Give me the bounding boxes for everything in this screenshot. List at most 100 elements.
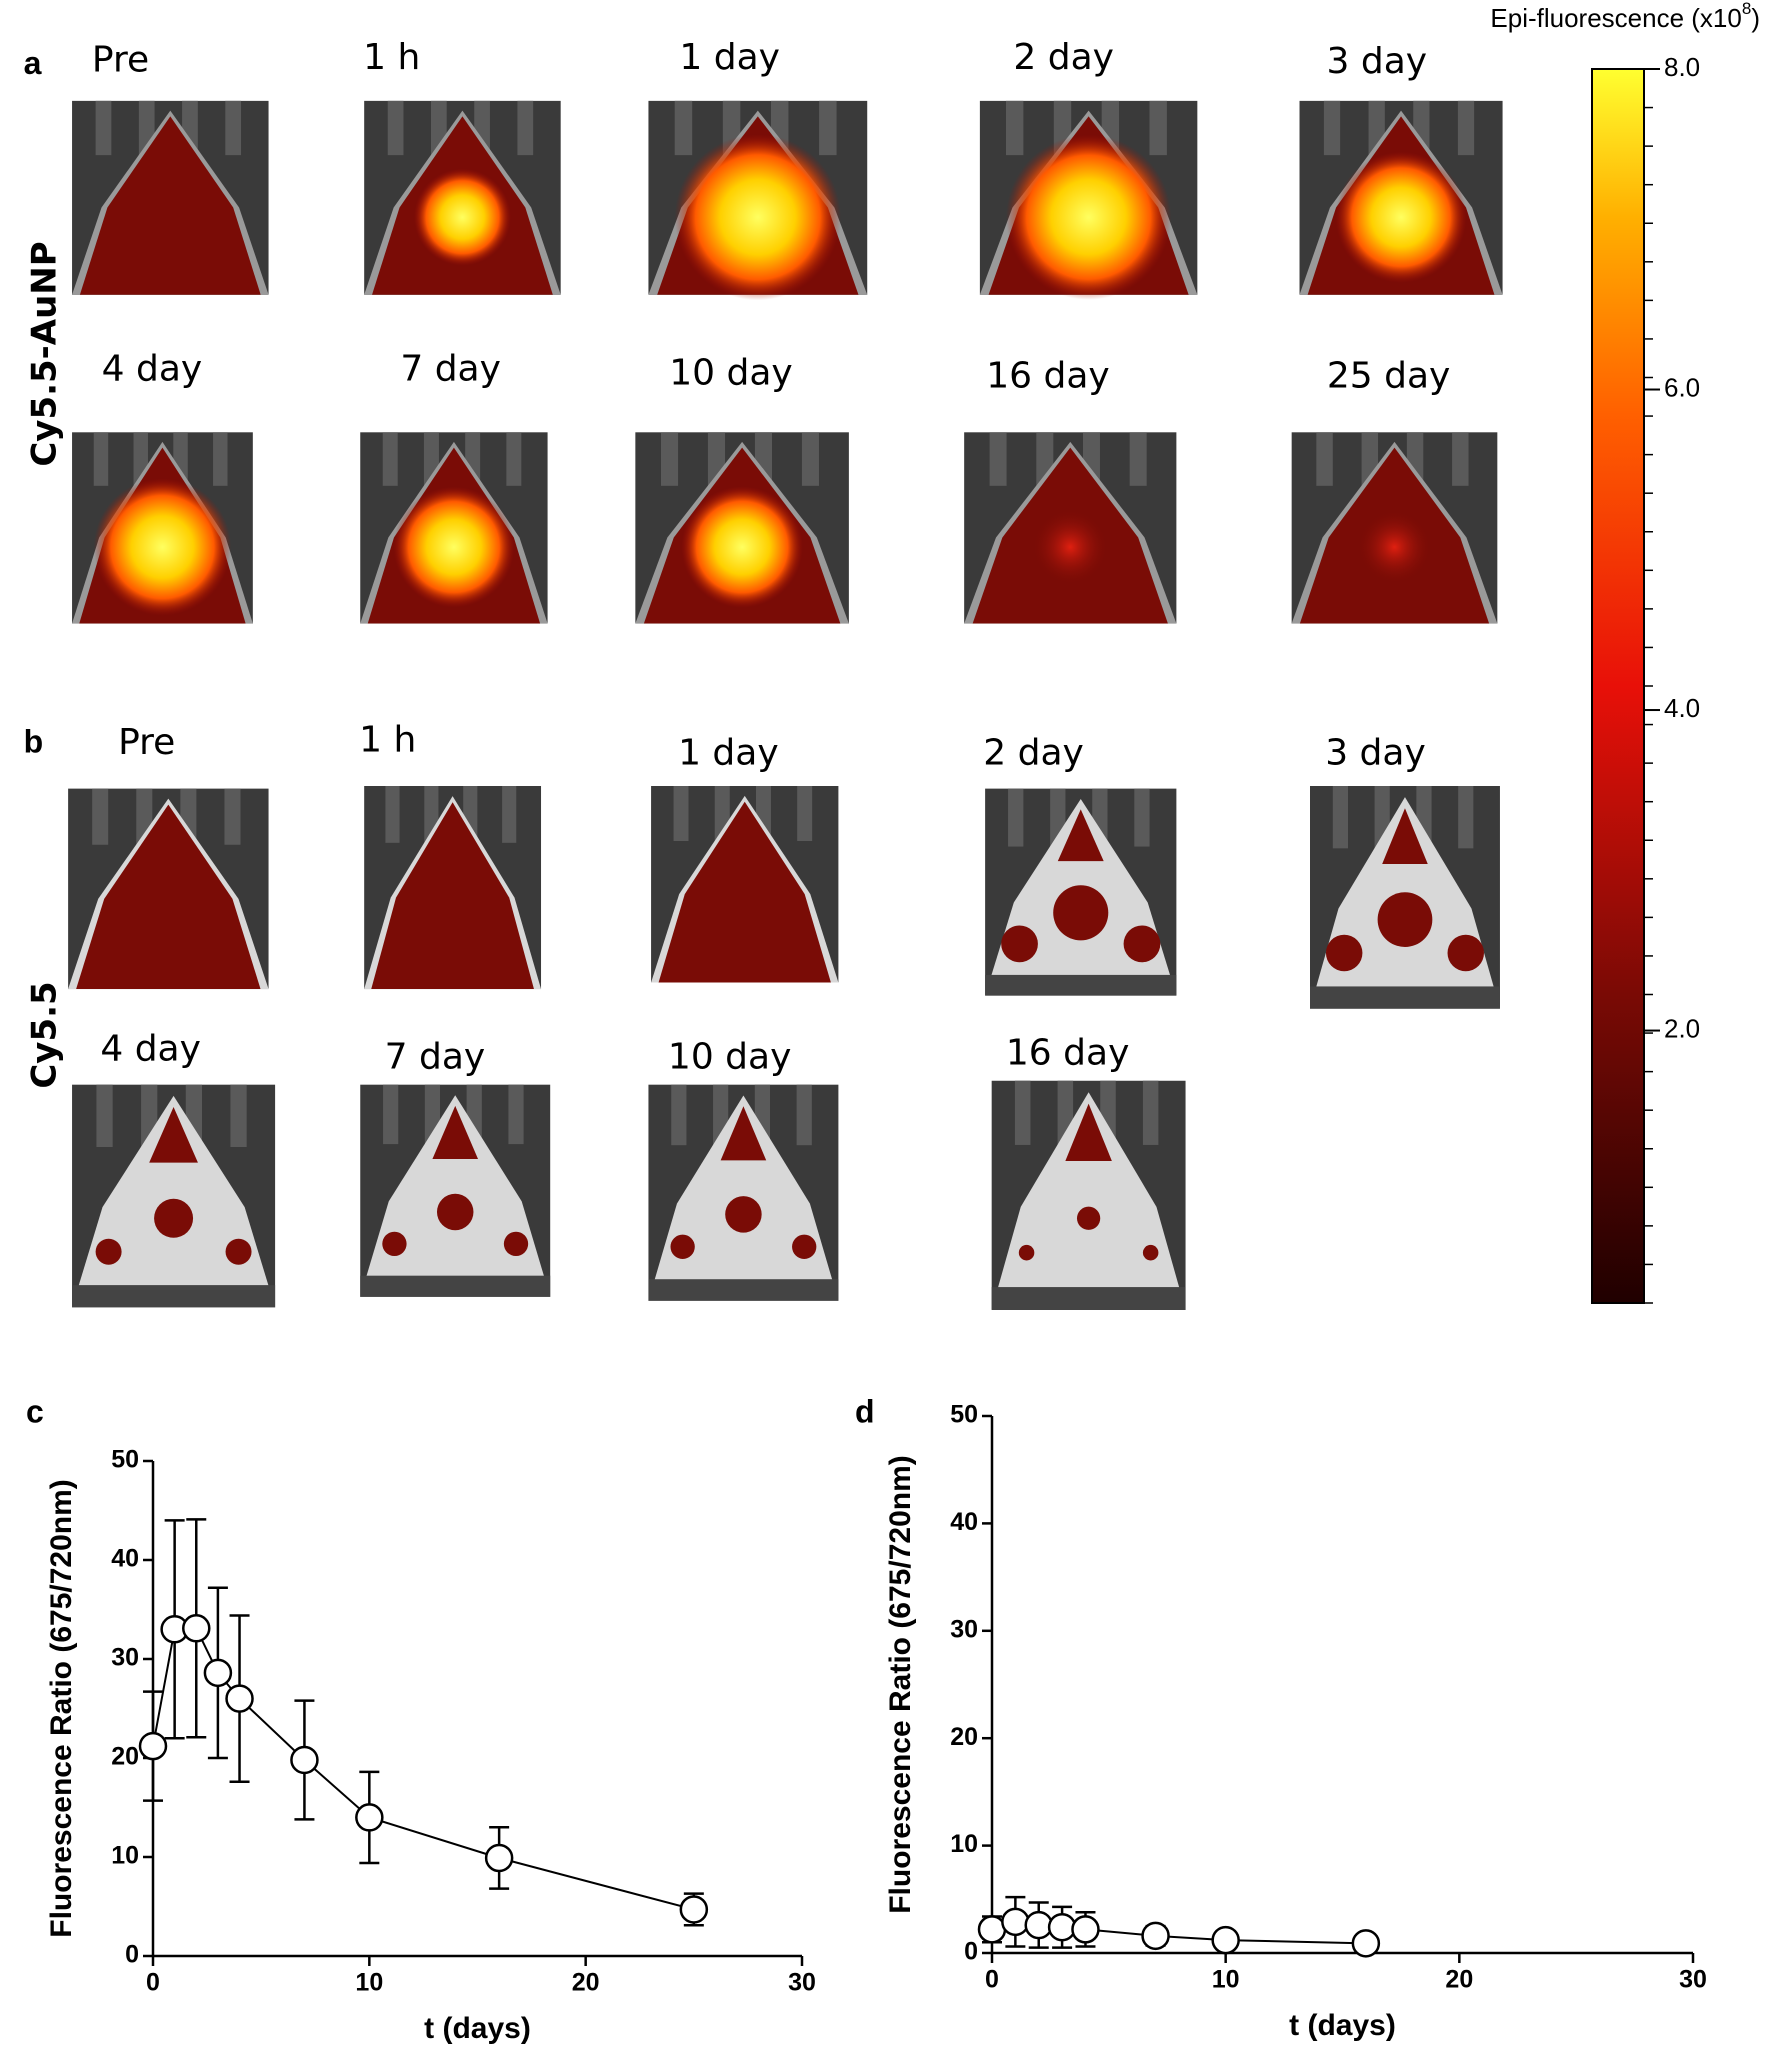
colorbar-tick-label: 2.0: [1664, 1013, 1700, 1043]
timepoint-label: 10 day: [668, 1036, 791, 1077]
fluorescence-spot: [1029, 506, 1111, 588]
timepoint-label: 10 day: [669, 353, 792, 394]
image-bar: [383, 1084, 399, 1145]
image-bar: [801, 432, 819, 486]
fluorescence: [1325, 934, 1363, 972]
image-bar: [673, 786, 689, 842]
image-bar: [96, 1084, 113, 1148]
timepoint-label: 4 day: [102, 349, 203, 390]
image-panel: [651, 786, 839, 983]
group-label: Cy5.5-AuNP: [25, 241, 65, 466]
image-bar: [387, 100, 404, 156]
platform: [360, 1275, 551, 1297]
image-bar: [95, 100, 112, 156]
image-bar: [1149, 100, 1167, 156]
fluorescence: [79, 116, 261, 295]
colorbar: [1591, 68, 1645, 1304]
fluorescence-spot: [681, 486, 803, 608]
fluorescence: [725, 1196, 762, 1233]
fluorescence-spot: [1005, 134, 1172, 300]
data-point: [484, 1843, 514, 1873]
image-panel: [360, 432, 548, 624]
image-panel: [991, 1080, 1186, 1310]
image-panel: [360, 1084, 551, 1297]
fluorescence: [1142, 1244, 1159, 1261]
image-bar: [1129, 432, 1147, 486]
colorbar-tick-label: 8.0: [1664, 52, 1700, 82]
y-tick-label: 40: [950, 1508, 978, 1536]
fluorescence-spot: [393, 486, 515, 608]
fluorescence: [503, 1231, 529, 1257]
image-panel: [635, 432, 849, 624]
image-bar: [502, 786, 517, 843]
image-panel: [72, 1084, 276, 1308]
fluorescence: [1447, 934, 1484, 972]
fluorescence: [720, 1106, 767, 1161]
image-bar: [989, 432, 1007, 486]
image-bar: [230, 1084, 247, 1148]
panel-label: d: [855, 1393, 875, 1429]
fluorescence-spot: [93, 478, 232, 616]
image-bar: [93, 432, 109, 486]
image-panel: [985, 788, 1177, 996]
x-tick-label: 10: [355, 1969, 383, 1997]
data-point: [203, 1658, 233, 1688]
colorbar-title-part: ): [1751, 3, 1760, 33]
platform: [991, 1287, 1186, 1310]
image-bar: [213, 432, 228, 486]
timepoint-label: 7 day: [400, 349, 501, 390]
data-point: [1071, 1915, 1100, 1944]
image-bar: [797, 786, 813, 842]
timepoint-label: 2 day: [983, 733, 1084, 774]
y-tick-label: 50: [950, 1401, 978, 1429]
x-tick-label: 30: [1679, 1966, 1707, 1994]
x-tick-label: 10: [1212, 1966, 1240, 1994]
y-tick-label: 20: [950, 1723, 978, 1751]
image-bar: [225, 100, 242, 156]
data-point: [290, 1745, 319, 1775]
data-point: [138, 1731, 168, 1761]
y-tick-label: 30: [950, 1615, 978, 1643]
fluorescence-spot: [1355, 507, 1434, 587]
platform: [1310, 986, 1500, 1009]
y-tick-label: 20: [111, 1743, 139, 1771]
y-axis-label: Fluorescence Ratio (675/720nm): [884, 1455, 917, 1914]
y-tick-label: 10: [950, 1830, 978, 1858]
timepoint-label: 4 day: [100, 1029, 201, 1070]
image-panel: [72, 100, 269, 295]
image-panel: [648, 100, 868, 301]
image-panel: [364, 100, 561, 295]
panel-label: b: [24, 724, 44, 760]
panel-label: c: [26, 1393, 44, 1429]
fluorescence: [1377, 892, 1433, 947]
image-bar: [1316, 432, 1333, 486]
image-bar: [660, 432, 679, 486]
fluorescence: [76, 804, 261, 990]
x-axis-label: t (days): [424, 2012, 531, 2045]
platform: [72, 1285, 276, 1308]
image-panel: [72, 432, 253, 624]
timepoint-label: 3 day: [1327, 41, 1428, 82]
timepoint-label: 1 h: [363, 37, 420, 78]
timepoint-label: 7 day: [385, 1036, 486, 1077]
fluorescence: [432, 1105, 479, 1159]
fluorescence-spot: [674, 134, 841, 301]
image-bar: [1014, 1080, 1031, 1145]
data-point: [679, 1895, 709, 1924]
y-tick-label: 10: [111, 1842, 139, 1870]
platform: [648, 1279, 839, 1301]
data-point: [977, 1915, 1007, 1944]
image-bar: [671, 1084, 687, 1146]
x-tick-label: 0: [985, 1966, 999, 1994]
panel-label: a: [24, 45, 42, 81]
x-tick-label: 20: [572, 1969, 600, 1997]
x-tick-label: 20: [1445, 1966, 1473, 1994]
fluorescence: [670, 1234, 695, 1259]
image-panel: [1291, 432, 1498, 624]
image-bar: [1452, 432, 1469, 486]
timepoint-label: 3 day: [1325, 733, 1426, 774]
fluorescence: [792, 1234, 817, 1259]
fluorescence: [658, 801, 831, 983]
fluorescence: [1123, 925, 1161, 963]
